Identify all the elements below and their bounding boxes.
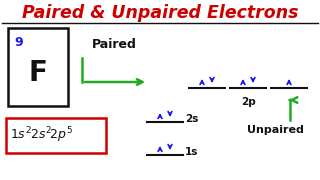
Text: 9: 9 (14, 35, 23, 48)
Text: F: F (28, 59, 47, 87)
Text: $1s^2 2s^2\! 2p^5$: $1s^2 2s^2\! 2p^5$ (10, 126, 73, 145)
Text: 2s: 2s (185, 114, 198, 124)
FancyBboxPatch shape (8, 28, 68, 106)
Text: 1s: 1s (185, 147, 198, 157)
Text: Paired & Unpaired Electrons: Paired & Unpaired Electrons (22, 4, 298, 22)
Text: Paired: Paired (92, 39, 137, 51)
Text: 2p: 2p (241, 97, 255, 107)
FancyBboxPatch shape (6, 118, 106, 153)
Text: Unpaired: Unpaired (247, 125, 303, 135)
